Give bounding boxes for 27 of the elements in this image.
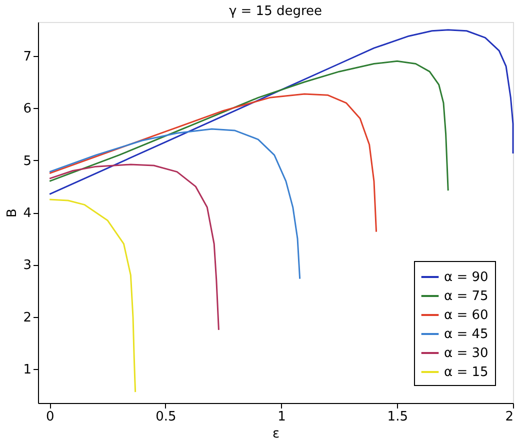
y-tick-label: 4 (23, 206, 32, 221)
x-tick-label: 0 (46, 410, 54, 424)
legend-label: α = 15 (444, 365, 488, 380)
legend-label: α = 60 (444, 308, 488, 323)
y-tick-label: 1 (23, 362, 32, 378)
legend-label: α = 45 (444, 327, 488, 342)
y-tick-label: 5 (23, 154, 32, 169)
legend-label: α = 75 (444, 289, 488, 304)
line-series (48, 164, 220, 331)
x-tick-label: 1 (278, 410, 286, 424)
legend-label: α = 30 (444, 346, 488, 361)
y-axis-title: B (5, 208, 20, 218)
y-tick-label: 2 (23, 310, 32, 326)
line-series (48, 60, 449, 192)
y-tick-label: 3 (23, 258, 32, 274)
x-tick-label: 0.5 (156, 410, 176, 424)
line-series (48, 93, 378, 233)
x-axis-title: ε (272, 426, 280, 442)
chart-title: γ = 15 degree (228, 4, 322, 19)
line-series (48, 128, 301, 280)
legend-label: α = 90 (444, 270, 488, 285)
line-series (48, 198, 136, 393)
x-tick-label: 2 (505, 410, 514, 424)
line-series (48, 29, 514, 195)
x-tick-label: 1.5 (387, 410, 408, 424)
y-tick-label: 7 (23, 49, 32, 64)
y-tick-label: 6 (23, 102, 32, 117)
